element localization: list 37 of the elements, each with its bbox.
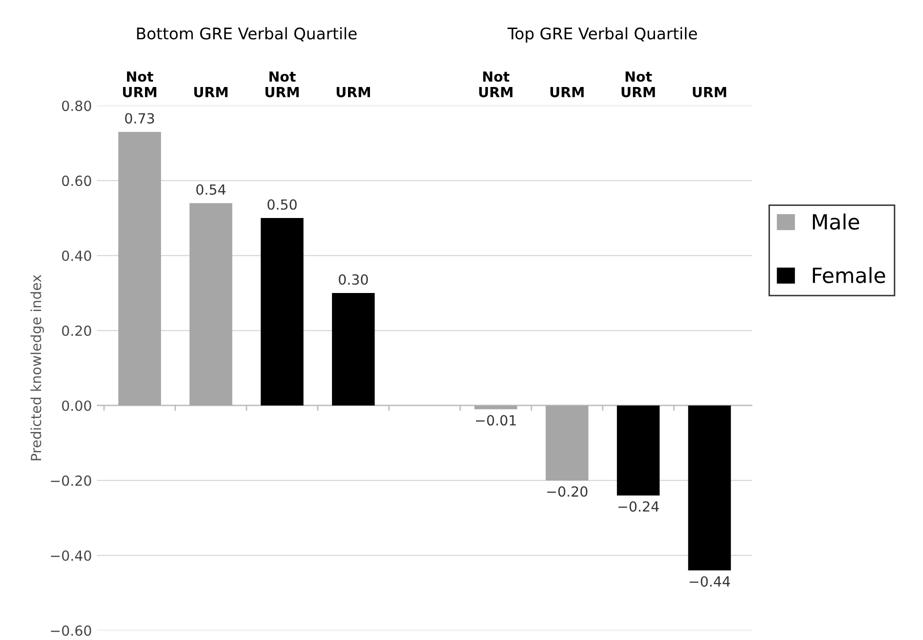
x-tick-label: URM <box>194 87 228 98</box>
x-tick-label: Not URM <box>622 71 655 98</box>
x-tick-label: URM <box>336 87 370 98</box>
data-label: −0.44 <box>690 576 730 587</box>
text: Top GRE Verbal Quartile <box>508 27 697 43</box>
y-tick-label: −0.40 <box>50 550 92 561</box>
bar <box>474 405 518 410</box>
y-tick-label: −0.20 <box>50 475 92 486</box>
y-tick-label: 0.00 <box>62 400 92 411</box>
data-label: 0.54 <box>196 184 226 195</box>
x-tick-label: Not URM <box>123 71 156 98</box>
y-tick-label: 0.40 <box>62 250 92 262</box>
bar <box>688 405 731 570</box>
x-tick-label: Not URM <box>479 71 512 98</box>
data-label: 0.30 <box>338 274 368 285</box>
bar <box>260 218 304 406</box>
y-tick-label: 0.20 <box>62 325 92 336</box>
bar <box>190 203 232 406</box>
x-tick-label: URM <box>692 87 726 98</box>
data-label: −0.24 <box>618 501 659 512</box>
bar <box>332 293 375 406</box>
data-label: −0.20 <box>547 486 588 497</box>
data-label: 0.50 <box>268 199 297 210</box>
y-tick-label: 0.80 <box>62 100 92 112</box>
data-label: 0.73 <box>125 113 154 124</box>
y-axis-title: Predicted knowledge index <box>30 274 44 460</box>
y-tick-label: 0.60 <box>62 176 92 186</box>
text: Bottom GRE Verbal Quartile <box>137 27 357 42</box>
bar <box>616 405 660 496</box>
bar <box>546 405 588 480</box>
x-tick-label: URM <box>550 87 584 98</box>
legend-label: Male <box>812 214 860 230</box>
x-tick-label: Not URM <box>265 71 299 98</box>
data-label: −0.01 <box>476 415 516 426</box>
y-tick-label: −0.60 <box>50 625 92 636</box>
bar <box>118 132 162 406</box>
legend-label: Female <box>812 267 886 284</box>
